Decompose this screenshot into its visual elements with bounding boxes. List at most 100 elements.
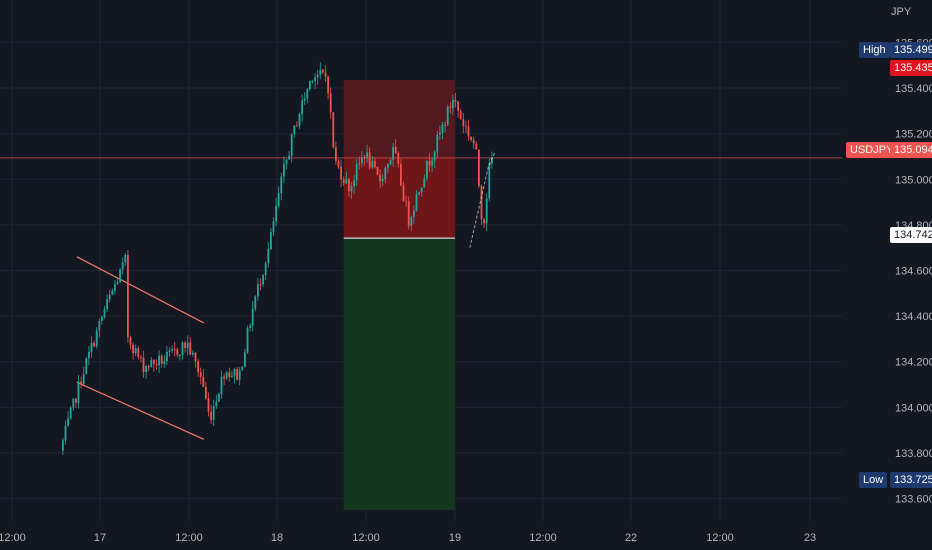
- candle-body: [210, 411, 212, 420]
- candle-body: [246, 328, 249, 353]
- candle-body: [340, 166, 342, 180]
- y-tick-label: 133.800: [895, 448, 932, 460]
- candle-body: [303, 98, 306, 101]
- currency-label: JPY: [891, 6, 912, 18]
- candle-body: [134, 348, 137, 354]
- candle-body: [483, 219, 485, 224]
- candle-body: [449, 106, 452, 108]
- candle-body: [231, 375, 233, 378]
- candle-body: [249, 325, 251, 329]
- candle-body: [80, 381, 82, 385]
- candle-body: [358, 163, 361, 165]
- stop-price-tag: 135.435: [890, 60, 932, 76]
- candle-body: [376, 166, 379, 175]
- candle-body: [127, 255, 129, 338]
- y-tick-label: 134.000: [895, 402, 932, 414]
- candle-body: [436, 134, 439, 152]
- candle-body: [280, 176, 283, 194]
- candle-body: [272, 221, 275, 233]
- x-tick-label: 12:00: [706, 532, 734, 544]
- candle-body: [244, 352, 246, 367]
- candle-body: [225, 372, 228, 379]
- candle-body: [293, 125, 296, 134]
- candle-body: [168, 350, 171, 353]
- candle-body: [153, 359, 155, 364]
- candle-body: [407, 201, 410, 226]
- candle-body: [467, 126, 470, 137]
- candle-body: [283, 163, 285, 177]
- candle-body: [288, 155, 290, 160]
- candle-body: [306, 89, 309, 99]
- candle-body: [155, 363, 158, 366]
- x-tick-label: 12:00: [529, 532, 557, 544]
- candle-body: [137, 348, 140, 357]
- x-tick-label: 18: [271, 532, 283, 544]
- candle-body: [275, 205, 277, 222]
- candle-body: [259, 284, 262, 286]
- candle-body: [262, 275, 264, 285]
- candle-body: [433, 151, 436, 161]
- candle-body: [88, 351, 90, 359]
- candle-body: [478, 149, 480, 186]
- candle-body: [285, 159, 288, 164]
- candle-body: [397, 152, 400, 164]
- candle-body: [368, 152, 371, 168]
- low-price-tag: 133.725: [890, 472, 932, 488]
- candle-body: [132, 344, 134, 354]
- y-tick-label: 135.200: [895, 129, 932, 141]
- x-tick-label: 12:00: [0, 532, 26, 544]
- candle-body: [184, 342, 186, 349]
- candle-body: [251, 308, 254, 326]
- candle-body: [171, 349, 173, 351]
- trend-line: [76, 381, 205, 440]
- projection-path: [469, 151, 496, 248]
- y-tick-label: 135.400: [895, 83, 932, 95]
- candle-body: [101, 316, 103, 322]
- candle-body: [93, 343, 95, 347]
- candle-body: [309, 81, 311, 90]
- candle-body: [199, 372, 202, 377]
- x-tick-label: 17: [94, 532, 106, 544]
- candle-body: [241, 366, 244, 371]
- candle-body: [415, 194, 418, 211]
- candle-body: [290, 133, 293, 156]
- candle-body: [108, 294, 111, 300]
- candle-body: [82, 373, 85, 385]
- target-zone: [343, 238, 455, 510]
- candle-body: [475, 143, 478, 150]
- candle-body: [480, 185, 483, 220]
- candle-body: [238, 370, 241, 380]
- candle-body: [366, 152, 368, 158]
- candle-body: [363, 157, 366, 159]
- candle-body: [420, 187, 423, 193]
- candle-body: [179, 354, 181, 356]
- candle-body: [402, 185, 405, 201]
- candle-body: [264, 263, 267, 276]
- candle-body: [488, 163, 491, 199]
- candle-body: [173, 349, 176, 351]
- candle-body: [470, 136, 472, 140]
- candle-body: [103, 309, 106, 317]
- candle-body: [332, 112, 335, 148]
- x-tick-label: 12:00: [175, 532, 203, 544]
- candle-body: [301, 100, 303, 115]
- candle-body: [389, 159, 392, 165]
- candle-body: [314, 77, 316, 82]
- y-tick-label: 135.000: [895, 174, 932, 186]
- candle-body: [129, 337, 132, 345]
- candle-body: [322, 69, 324, 73]
- candle-body: [426, 161, 428, 179]
- candle-body: [64, 425, 67, 441]
- candle-body: [361, 157, 363, 164]
- x-tick-label: 23: [804, 532, 816, 544]
- candle-body: [387, 164, 389, 168]
- x-tick-label: 12:00: [352, 532, 380, 544]
- candle-body: [462, 118, 465, 126]
- candle-body: [254, 296, 257, 309]
- candle-body: [465, 125, 467, 127]
- candle-body: [324, 72, 327, 77]
- y-tick-label: 134.600: [895, 266, 932, 278]
- candle-body: [454, 99, 457, 102]
